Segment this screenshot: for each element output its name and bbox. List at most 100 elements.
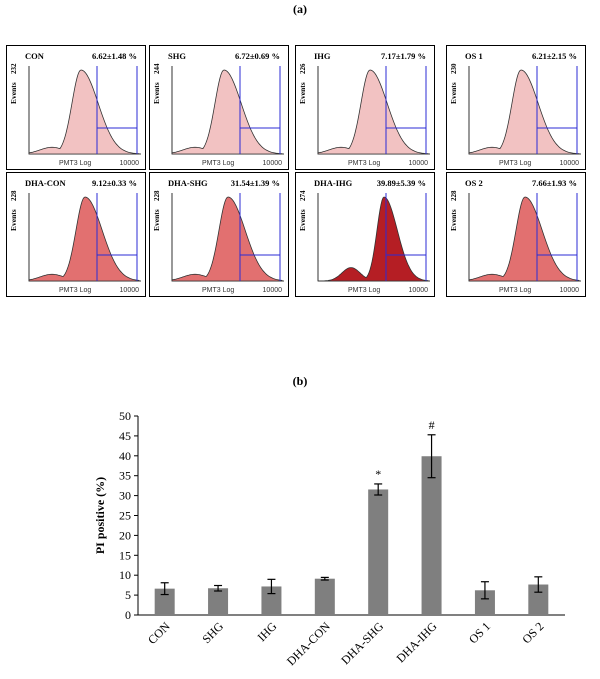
panel-a-label: (a) xyxy=(293,2,307,16)
histogram-y-label: Events xyxy=(152,209,161,231)
x-tick-label: DHA-SHG xyxy=(338,619,386,667)
histogram-y-max: 274 xyxy=(299,190,307,202)
histogram-x-label: PMT3 Log xyxy=(202,160,235,167)
y-tick-label: 35 xyxy=(119,469,131,483)
histogram-y-max: 228 xyxy=(450,190,458,202)
histogram-box: IHG 7.17±1.79 % 226 Events PMT3 Log 10000 xyxy=(295,45,435,170)
bar xyxy=(474,590,495,615)
y-tick-label: 50 xyxy=(119,409,131,423)
histogram-y-max: 232 xyxy=(10,63,18,75)
significance-marker: # xyxy=(429,418,435,432)
histogram-curve xyxy=(318,196,429,282)
histogram-x-max: 10000 xyxy=(262,160,282,167)
histogram-box: DHA-SHG 31.54±1.39 % 228 Events PMT3 Log 1000… xyxy=(149,172,289,297)
histogram-percentage: 7.17±1.79 % xyxy=(380,51,426,61)
bar xyxy=(208,588,229,615)
histogram-x-label: PMT3 Log xyxy=(499,160,532,167)
histogram-plot xyxy=(28,193,141,282)
histogram-title: DHA-SHG xyxy=(168,178,208,188)
x-tick-label: OS 1 xyxy=(466,619,493,646)
histogram-curve xyxy=(468,196,580,282)
bar xyxy=(528,584,549,615)
histogram-y-label: Events xyxy=(9,209,18,231)
histogram-curve xyxy=(28,69,140,155)
bar xyxy=(154,588,175,615)
histogram-box: SHG 6.72±0.69 % 244 Events PMT3 Log 10000 xyxy=(149,45,289,170)
histogram-title: OS 1 xyxy=(465,51,483,61)
y-tick-label: 10 xyxy=(119,568,131,582)
histogram-box: CON 6.62±1.48 % 232 Events PMT3 Log 10000 xyxy=(6,45,146,170)
bar xyxy=(368,489,389,615)
histogram-x-max: 10000 xyxy=(262,287,282,294)
histogram-y-label: Events xyxy=(298,209,307,231)
histogram-x-max: 10000 xyxy=(559,160,579,167)
histogram-curve xyxy=(28,196,140,282)
histogram-percentage: 6.21±2.15 % xyxy=(531,51,577,61)
x-tick-label: DHA-CON xyxy=(284,619,333,668)
histogram-box: DHA-CON 9.12±0.33 % 228 Events PMT3 Log 10000 xyxy=(6,172,146,297)
histogram-y-max: 226 xyxy=(299,63,307,75)
histogram-y-max: 228 xyxy=(10,190,18,202)
x-tick-label: SHG xyxy=(199,619,226,646)
histogram-title: IHG xyxy=(314,51,331,61)
histogram-y-max: 228 xyxy=(153,190,161,202)
bar xyxy=(261,586,282,615)
bar-chart: 0 5 10 15 20 25 30 35 40 45 50 PI positive (%) CON SH… xyxy=(93,409,565,668)
histogram-x-label: PMT3 Log xyxy=(348,160,381,167)
histogram-percentage: 6.72±0.69 % xyxy=(234,51,280,61)
histogram-y-max: 230 xyxy=(450,63,458,75)
histogram-x-max: 10000 xyxy=(119,160,139,167)
histogram-x-max: 10000 xyxy=(119,287,139,294)
histogram-y-label: Events xyxy=(298,82,307,104)
histogram-y-max: 244 xyxy=(153,63,161,75)
y-tick-label: 15 xyxy=(119,548,131,562)
histogram-x-max: 10000 xyxy=(408,160,428,167)
histogram-plot xyxy=(28,66,141,155)
histogram-percentage: 6.62±1.48 % xyxy=(91,51,137,61)
histogram-plot xyxy=(317,66,430,155)
histogram-x-max: 10000 xyxy=(408,287,428,294)
histogram-plot xyxy=(468,66,581,155)
histogram-y-label: Events xyxy=(449,82,458,104)
bar xyxy=(314,578,335,615)
x-tick-label: DHA-IHG xyxy=(393,619,439,665)
y-tick-label: 20 xyxy=(119,528,131,542)
histogram-x-max: 10000 xyxy=(559,287,579,294)
histogram-percentage: 7.66±1.93 % xyxy=(531,178,577,188)
histogram-box: DHA-IHG 39.89±5.39 % 274 Events PMT3 Log 1000… xyxy=(295,172,435,297)
histogram-curve xyxy=(468,69,580,155)
histogram-plot xyxy=(171,66,284,155)
histogram-title: OS 2 xyxy=(465,178,483,188)
histogram-x-label: PMT3 Log xyxy=(348,287,381,294)
histogram-plot xyxy=(317,193,430,282)
histogram-percentage: 31.54±1.39 % xyxy=(230,178,280,188)
y-axis-label: PI positive (%) xyxy=(93,477,107,554)
panel-b-label: (b) xyxy=(292,374,308,388)
y-tick-label: 0 xyxy=(125,608,131,622)
histogram-x-label: PMT3 Log xyxy=(59,287,92,294)
significance-marker: * xyxy=(375,467,381,481)
histogram-box: OS 2 7.66±1.93 % 228 Events PMT3 Log 10000 xyxy=(446,172,586,297)
histogram-title: DHA-CON xyxy=(25,178,66,188)
histogram-box: OS 1 6.21±2.15 % 230 Events PMT3 Log 10000 xyxy=(446,45,586,170)
x-tick-label: CON xyxy=(145,619,173,647)
histogram-percentage: 39.89±5.39 % xyxy=(376,178,426,188)
histogram-curve xyxy=(317,69,429,155)
histogram-x-label: PMT3 Log xyxy=(59,160,92,167)
y-tick-label: 30 xyxy=(119,489,131,503)
y-tick-label: 25 xyxy=(119,509,131,523)
y-tick-label: 40 xyxy=(119,449,131,463)
histogram-curve xyxy=(171,196,283,282)
histogram-title: DHA-IHG xyxy=(314,178,353,188)
histogram-y-label: Events xyxy=(152,82,161,104)
histogram-plot xyxy=(468,193,581,282)
histogram-title: CON xyxy=(25,51,44,61)
histogram-y-label: Events xyxy=(449,209,458,231)
histogram-x-label: PMT3 Log xyxy=(202,287,235,294)
histogram-y-label: Events xyxy=(9,82,18,104)
y-tick-label: 45 xyxy=(119,429,131,443)
histogram-plot xyxy=(171,193,284,282)
y-tick-label: 5 xyxy=(125,588,131,602)
histogram-percentage: 9.12±0.33 % xyxy=(91,178,137,188)
histogram-title: SHG xyxy=(168,51,186,61)
